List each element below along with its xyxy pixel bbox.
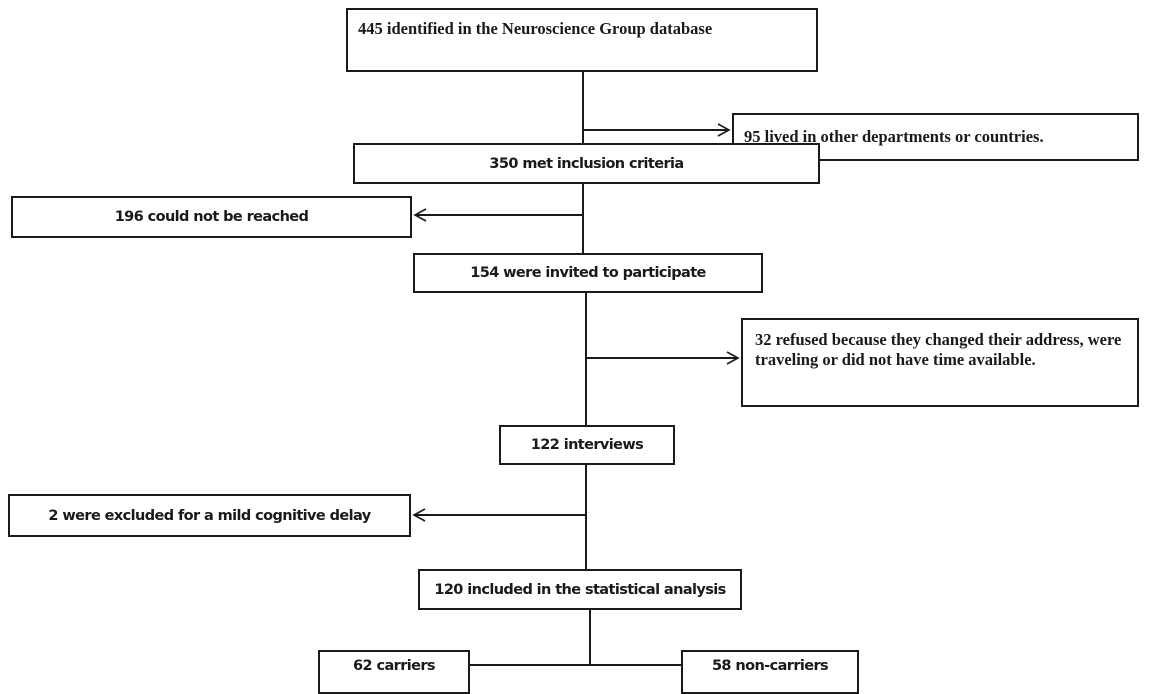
not-reached-box: 196 could not be reached [11, 196, 412, 238]
interviews-box: 122 interviews [499, 425, 675, 465]
invited-box: 154 were invited to participate [413, 253, 763, 293]
excluded-label: 2 were excluded for a mild cognitive del… [48, 507, 371, 524]
other-departments-box: 95 lived in other departments or countri… [732, 113, 1139, 161]
carriers-label: 62 carriers [353, 658, 436, 674]
carriers-box: 62 carriers [318, 650, 470, 694]
non-carriers-label: 58 non-carriers [711, 658, 829, 674]
identified-label: 445 identified in the Neuroscience Group… [358, 19, 713, 38]
non-carriers-box: 58 non-carriers [681, 650, 859, 694]
included-box: 120 included in the statistical analysis [418, 569, 742, 610]
interviews-label: 122 interviews [530, 437, 644, 453]
excluded-box: 2 were excluded for a mild cognitive del… [8, 494, 411, 537]
invited-label: 154 were invited to participate [470, 265, 706, 281]
refused-box: 32 refused because they changed their ad… [741, 318, 1139, 407]
refused-label: 32 refused because they changed their ad… [755, 330, 1122, 369]
included-label: 120 included in the statistical analysis [434, 581, 726, 598]
inclusion-box: 350 met inclusion criteria [353, 143, 820, 184]
not-reached-label: 196 could not be reached [114, 209, 309, 225]
other-departments-label: 95 lived in other departments or countri… [744, 127, 1044, 146]
identified-box: 445 identified in the Neuroscience Group… [346, 8, 818, 72]
inclusion-label: 350 met inclusion criteria [489, 155, 684, 172]
